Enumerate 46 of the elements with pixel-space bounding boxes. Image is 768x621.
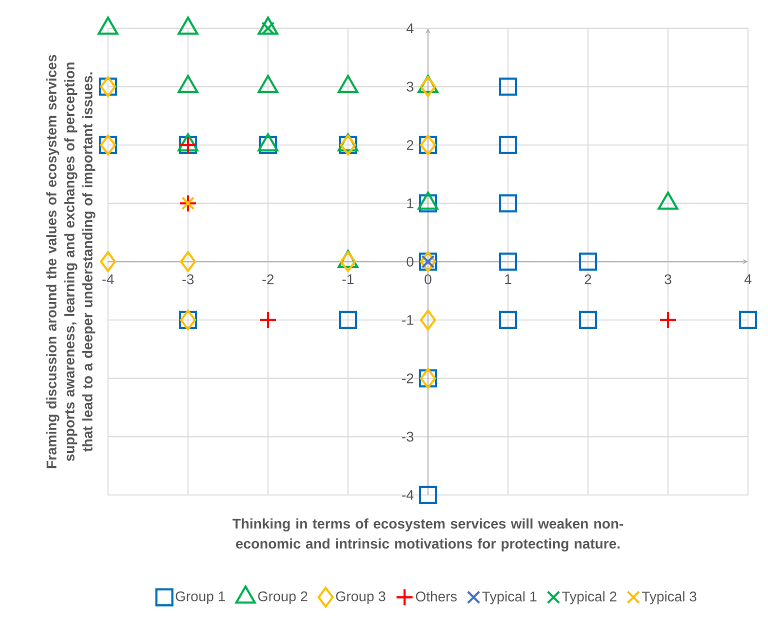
point	[738, 310, 758, 330]
point	[338, 310, 358, 330]
x-tick-label: 2	[584, 274, 592, 284]
point	[658, 310, 678, 330]
point	[578, 252, 598, 271]
point	[180, 251, 196, 272]
y-tick-label: -1	[402, 315, 414, 325]
point	[261, 22, 275, 36]
y-tick-label: 4	[406, 24, 414, 34]
y-tick-label: 0	[406, 256, 414, 267]
point	[420, 76, 436, 98]
point	[100, 251, 116, 272]
legend-label: Group 2	[258, 591, 308, 604]
y-tick-label: -4	[402, 490, 414, 500]
point	[258, 310, 278, 330]
legend-label: Group 3	[336, 591, 386, 604]
point	[498, 310, 518, 330]
point	[498, 252, 518, 271]
x-tick-label: -2	[262, 274, 274, 284]
point	[418, 486, 438, 504]
legend-label: Typical 1	[482, 591, 536, 604]
legend-label: Group 1	[176, 591, 225, 604]
y-tick-label: 3	[406, 82, 414, 92]
point	[498, 136, 518, 154]
legend-label: Others	[416, 591, 457, 602]
point	[498, 78, 518, 96]
legend-label: Typical 3	[642, 591, 696, 604]
x-tick-label: -4	[102, 274, 114, 284]
x-tick-label: -3	[182, 274, 194, 284]
y-tick-label: 1	[407, 198, 414, 208]
x-tick-label: 4	[744, 274, 752, 284]
x-tick-label: 3	[664, 274, 672, 284]
x-tick-label: 0	[424, 274, 432, 284]
y-tick-label: 2	[406, 140, 414, 150]
point	[420, 310, 436, 330]
point	[578, 310, 598, 330]
x-axis-title: Thinking in terms of ecosystem services will weaken non-economic and intrinsic motivations for protecting nature.	[232, 518, 624, 552]
y-axis-title: Framing discussion around the values of ecosystem services supports awareness, learning and exchanges of perception that lead to a deeper understanding of important issues.	[46, 54, 96, 468]
legend-label: Typical 2	[562, 591, 616, 604]
point	[340, 251, 356, 272]
y-tick-label: -2	[402, 373, 414, 384]
x-tick-label: -1	[342, 274, 354, 284]
y-tick-label: -3	[402, 432, 414, 442]
point	[258, 136, 278, 154]
point	[498, 194, 518, 212]
x-tick-label: 1	[505, 274, 512, 284]
